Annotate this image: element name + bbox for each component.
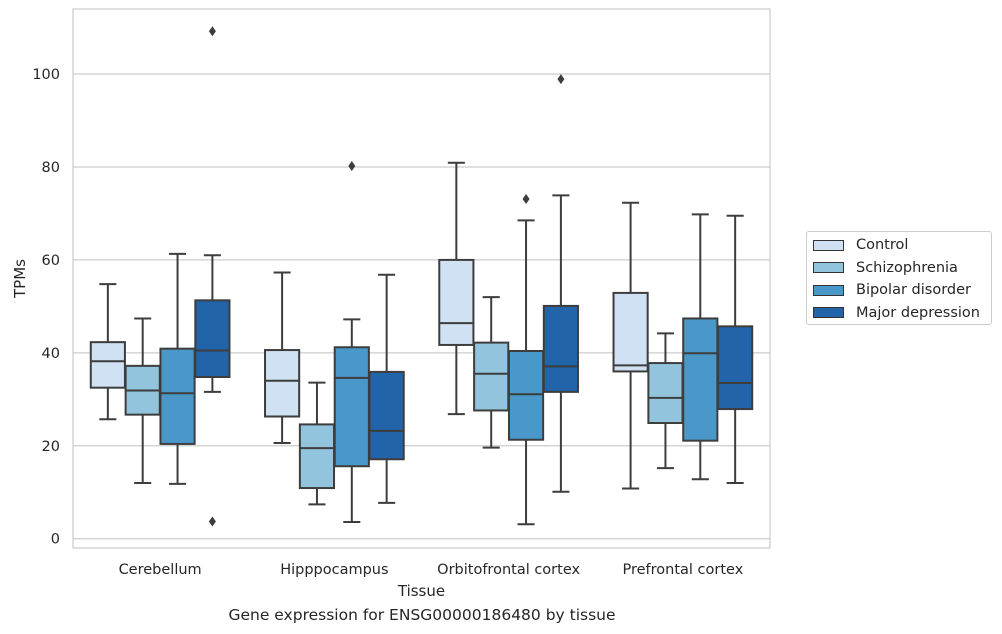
plot-area-frame	[72, 8, 771, 549]
box-iqr	[194, 299, 231, 379]
y-tick-labels: 0 20 40 60 80 100	[32, 67, 60, 548]
legend-item: Major depression	[813, 303, 980, 323]
legend-label: Schizophrenia	[856, 259, 958, 276]
y-tick-label: 40	[42, 346, 60, 362]
box-layer	[89, 26, 754, 527]
legend-item: Bipolar disorder	[813, 280, 971, 300]
box-iqr	[264, 349, 301, 418]
box-iqr	[438, 258, 475, 346]
box-iqr	[298, 423, 336, 490]
x-axis-label: Tissue	[397, 582, 445, 600]
legend-swatch	[813, 239, 844, 251]
box-iqr	[368, 370, 405, 461]
y-axis-label: TPMs	[11, 259, 29, 299]
x-tick-label: Orbitofrontal cortex	[437, 562, 580, 578]
box-bipolar-disorder	[507, 194, 545, 526]
legend-item: Control	[813, 235, 908, 255]
x-tick-label: Hipppocampus	[280, 562, 388, 578]
box-bipolar-disorder	[682, 213, 719, 481]
legend-swatch	[813, 262, 844, 273]
outlier-point	[348, 161, 356, 172]
outlier-point	[557, 74, 565, 85]
legend-label: Major depression	[856, 304, 980, 321]
box-iqr	[717, 325, 754, 411]
box-control	[264, 271, 301, 444]
chart-title: Gene expression for ENSG00000186480 by t…	[228, 606, 616, 624]
x-tick-label: Cerebellum	[119, 562, 202, 578]
outlier-point	[522, 194, 530, 205]
legend: Control Schizophrenia Bipolar disorder Majo…	[806, 231, 992, 325]
y-tick-label: 20	[42, 439, 60, 455]
legend-item: Schizophrenia	[813, 258, 958, 278]
legend-label: Control	[856, 237, 909, 253]
box-major-depression	[368, 273, 405, 504]
y-tick-label: 60	[42, 253, 60, 269]
box-iqr	[89, 341, 126, 389]
outlier-point	[208, 26, 216, 37]
y-tick-label: 100	[32, 67, 60, 83]
box-iqr	[507, 349, 545, 441]
box-iqr	[333, 346, 370, 468]
box-iqr	[542, 304, 579, 393]
box-schizophrenia	[473, 296, 510, 449]
box-control	[438, 161, 475, 416]
legend-swatch	[813, 307, 844, 318]
x-tick-labels: Cerebellum Hipppocampus Orbitofrontal cort…	[119, 562, 744, 578]
legend-swatch	[813, 284, 844, 296]
box-schizophrenia	[647, 332, 684, 470]
box-schizophrenia	[298, 381, 336, 506]
box-major-depression	[717, 214, 754, 484]
box-bipolar-disorder	[333, 161, 370, 523]
box-iqr	[647, 362, 684, 425]
box-control	[612, 201, 649, 490]
box-bipolar-disorder	[159, 252, 196, 485]
box-iqr	[612, 291, 649, 373]
box-major-depression	[542, 74, 579, 493]
box-schizophrenia	[124, 317, 161, 484]
box-iqr	[159, 347, 196, 445]
box-iqr	[473, 341, 510, 412]
box-control	[89, 283, 126, 421]
y-tick-label: 80	[42, 160, 60, 176]
legend-label: Bipolar disorder	[856, 282, 971, 298]
box-iqr	[682, 317, 719, 442]
box-major-depression	[194, 26, 231, 527]
y-tick-label: 0	[51, 532, 60, 548]
outlier-point	[208, 516, 216, 527]
x-tick-label: Prefrontal cortex	[622, 562, 743, 578]
